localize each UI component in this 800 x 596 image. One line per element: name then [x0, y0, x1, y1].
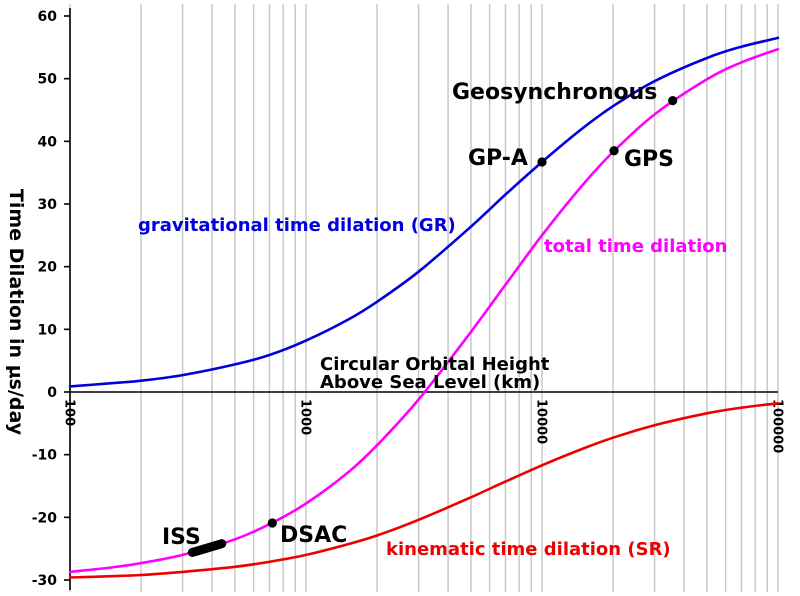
y-tick-label: -10	[32, 448, 58, 464]
series-lines	[68, 36, 780, 579]
y-tick-label: 0	[47, 385, 57, 401]
geosynchronous-label: Geosynchronous	[452, 80, 657, 105]
y-tick-label: 60	[38, 9, 58, 25]
y-tick-label: -20	[32, 510, 58, 526]
total-time-dilation-label: total time dilation	[544, 236, 728, 257]
x-tick-label: 10000	[533, 399, 548, 444]
y-tick-label: 40	[38, 134, 58, 150]
gp-a-marker	[537, 157, 547, 167]
x-axis-title-line-2: Above Sea Level (km)	[320, 372, 540, 393]
x-tick-label: 1000	[297, 399, 312, 435]
y-tick-label: 50	[38, 72, 58, 88]
gp-a-label: GP-A	[468, 146, 528, 171]
geosynchronous-marker	[668, 96, 678, 106]
y-tick-label: 20	[38, 260, 58, 276]
iss-marker	[187, 539, 227, 557]
y-tick-label: 10	[38, 322, 58, 338]
iss-label: ISS	[162, 525, 201, 550]
y-tick-label: -30	[32, 573, 58, 589]
gps-marker	[609, 146, 619, 156]
x-axis-title-line-1: Circular Orbital Height	[320, 354, 550, 375]
gps-label: GPS	[624, 147, 674, 172]
gridlines	[69, 4, 779, 592]
x-tick-label: 100000	[769, 399, 784, 453]
kinematic-time-dilation-sr-line	[68, 402, 780, 579]
kinematic-time-dilation-label: kinematic time dilation (SR)	[386, 539, 671, 560]
markers	[187, 96, 678, 557]
y-axis-title: Time Dilation in μs/day	[5, 189, 27, 436]
x-tick-label: 100	[61, 399, 76, 426]
dsac-marker	[267, 518, 277, 528]
gravitational-time-dilation-gr-line	[68, 36, 780, 388]
total-time-dilation-line	[68, 47, 780, 574]
dsac-label: DSAC	[280, 523, 347, 548]
gravitational-time-dilation-label: gravitational time dilation (GR)	[138, 215, 456, 236]
y-tick-label: 30	[38, 197, 58, 213]
